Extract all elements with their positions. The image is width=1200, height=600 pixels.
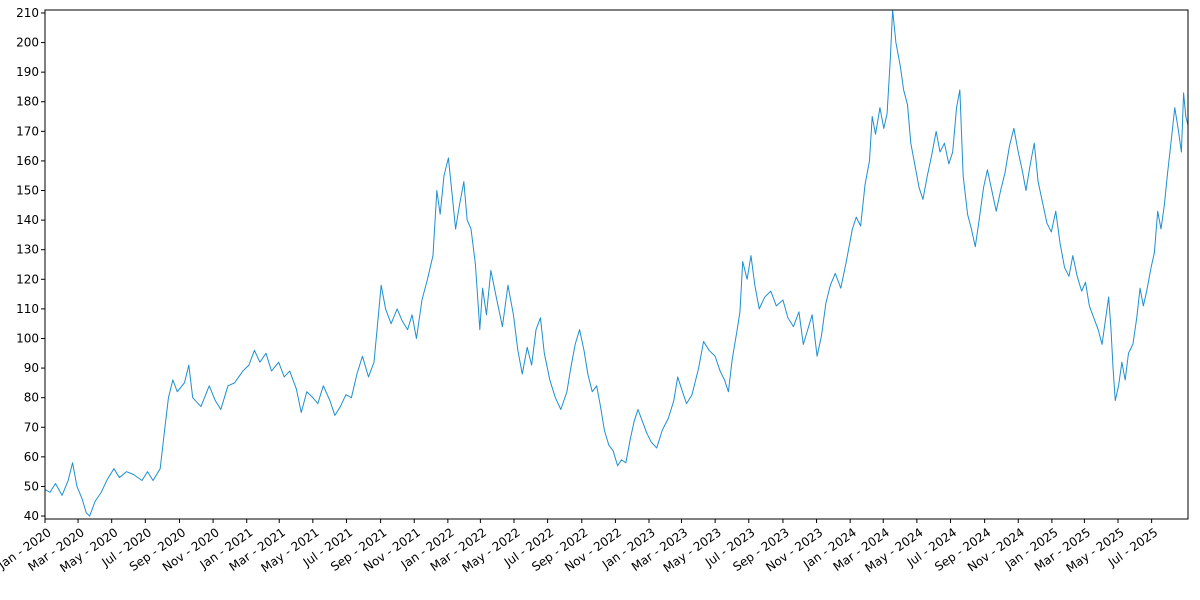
- plot-series: [44, 9, 1189, 517]
- plot-frame: [44, 9, 1189, 520]
- y-tick-label: 50: [24, 479, 39, 493]
- y-tick-label: 100: [16, 331, 39, 345]
- y-tick-label: 90: [24, 361, 39, 375]
- y-tick-label: 150: [16, 184, 39, 198]
- y-axis: 40 50 60 70 80 90 100 110 120 130 140 150 160 170 180 1…: [16, 6, 45, 523]
- y-tick-label: 190: [16, 65, 39, 79]
- y-tick-label: 120: [16, 272, 39, 286]
- y-tick-label: 40: [24, 509, 39, 523]
- series-line: [44, 9, 1189, 517]
- y-tick-label: 110: [16, 302, 39, 316]
- y-tick-label: 160: [16, 154, 39, 168]
- y-tick-label: 170: [16, 124, 39, 138]
- y-tick-label: 180: [16, 95, 39, 109]
- y-tick-label: 60: [24, 450, 39, 464]
- y-tick-label: 200: [16, 36, 39, 50]
- y-tick-label: 130: [16, 243, 39, 257]
- y-tick-label: 70: [24, 420, 39, 434]
- y-tick-label: 140: [16, 213, 39, 227]
- y-tick-label: 210: [16, 6, 39, 20]
- y-tick-label: 80: [24, 391, 39, 405]
